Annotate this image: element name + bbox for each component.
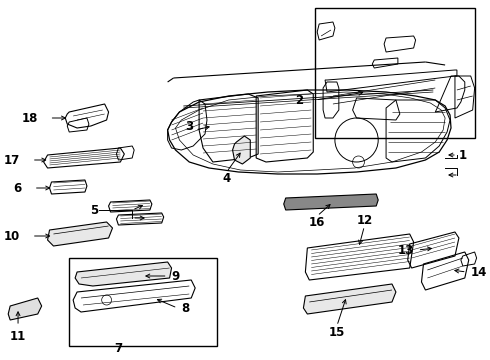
Text: 6: 6 [14, 181, 22, 194]
Text: 2: 2 [295, 94, 303, 107]
Text: 4: 4 [222, 171, 231, 185]
Text: 15: 15 [329, 325, 345, 338]
Text: 18: 18 [22, 112, 38, 125]
Polygon shape [48, 222, 113, 246]
Text: 11: 11 [10, 329, 26, 342]
Text: 10: 10 [4, 230, 20, 243]
Text: 14: 14 [471, 266, 487, 279]
Bar [69, 258, 217, 346]
Text: 16: 16 [309, 216, 325, 229]
Bar [315, 8, 475, 138]
Text: 13: 13 [397, 243, 414, 257]
Polygon shape [233, 136, 250, 164]
Polygon shape [284, 194, 378, 210]
Polygon shape [8, 298, 42, 320]
Text: 9: 9 [172, 270, 180, 283]
Text: 17: 17 [4, 153, 20, 166]
Text: 1: 1 [459, 149, 467, 162]
Text: 12: 12 [356, 213, 372, 226]
Text: 3: 3 [185, 120, 194, 132]
Text: 7: 7 [114, 342, 122, 355]
Polygon shape [75, 262, 172, 286]
Text: 5: 5 [91, 203, 98, 216]
Text: 8: 8 [181, 302, 190, 315]
Polygon shape [303, 284, 396, 314]
